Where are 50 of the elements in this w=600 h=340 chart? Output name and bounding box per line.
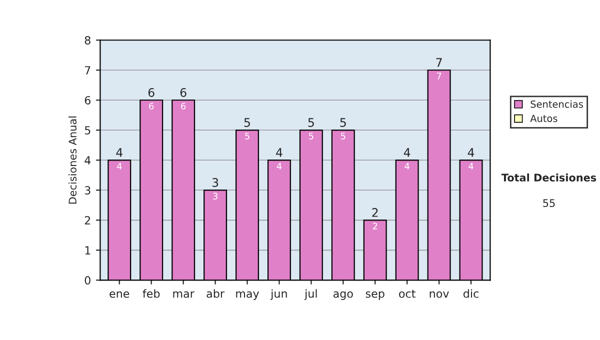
x-tick-label: may bbox=[236, 291, 260, 300]
data-label: 5 bbox=[245, 132, 250, 140]
data-label: 7 bbox=[436, 72, 442, 80]
data-label: 5 bbox=[340, 132, 346, 140]
x-tick-label: jul bbox=[304, 289, 317, 300]
data-label: 5 bbox=[309, 132, 314, 140]
total-label: 2 bbox=[372, 208, 378, 217]
data-label: 6 bbox=[181, 102, 186, 110]
total-label: 4 bbox=[404, 148, 410, 157]
x-tick-label: nov bbox=[430, 291, 449, 298]
total-label: 3 bbox=[212, 178, 218, 187]
total-label: 6 bbox=[148, 88, 154, 97]
y-tick-label: 4 bbox=[84, 156, 91, 164]
x-tick-label: sep bbox=[366, 291, 384, 300]
text: Total Decisiones bbox=[501, 173, 596, 182]
x-tick-label: mar bbox=[173, 291, 194, 298]
total-label: 4 bbox=[116, 148, 122, 157]
text: 55 bbox=[543, 199, 555, 208]
x-tick-label: dic bbox=[464, 289, 478, 298]
total-label: 4 bbox=[468, 148, 474, 157]
total-label: 6 bbox=[180, 88, 186, 97]
x-tick-label: feb bbox=[142, 289, 160, 298]
x-tick-label: jun bbox=[270, 289, 287, 300]
y-tick-label: 0 bbox=[84, 276, 90, 285]
x-tick-label: ago bbox=[333, 291, 353, 300]
total-label: 5 bbox=[340, 118, 346, 127]
y-tick-label: 3 bbox=[84, 186, 90, 195]
y-axis-title: Decisiones Anual bbox=[68, 116, 77, 204]
total-label: 5 bbox=[308, 118, 314, 127]
legend-label: Autos bbox=[530, 114, 558, 122]
total-label: 7 bbox=[436, 58, 442, 67]
data-label: 2 bbox=[372, 222, 378, 230]
data-label: 6 bbox=[149, 102, 154, 110]
total-label: 4 bbox=[276, 148, 282, 157]
total-label: 5 bbox=[244, 118, 250, 127]
x-tick-label: abr bbox=[206, 289, 224, 298]
x-tick-label: oct bbox=[399, 290, 416, 298]
y-tick-label: 6 bbox=[84, 96, 90, 105]
y-tick-label: 8 bbox=[84, 36, 90, 44]
data-label: 4 bbox=[404, 162, 410, 170]
y-tick-label: 1 bbox=[85, 246, 90, 254]
data-label: 4 bbox=[116, 162, 122, 170]
data-label: 4 bbox=[276, 162, 282, 170]
x-tick-label: ene bbox=[110, 291, 130, 298]
y-tick-label: 7 bbox=[85, 66, 90, 74]
data-label: 3 bbox=[213, 192, 218, 200]
y-tick-label: 5 bbox=[84, 126, 90, 135]
y-tick-label: 2 bbox=[84, 216, 90, 224]
data-label: 4 bbox=[468, 162, 474, 170]
legend-label: Sentencias bbox=[530, 100, 583, 108]
